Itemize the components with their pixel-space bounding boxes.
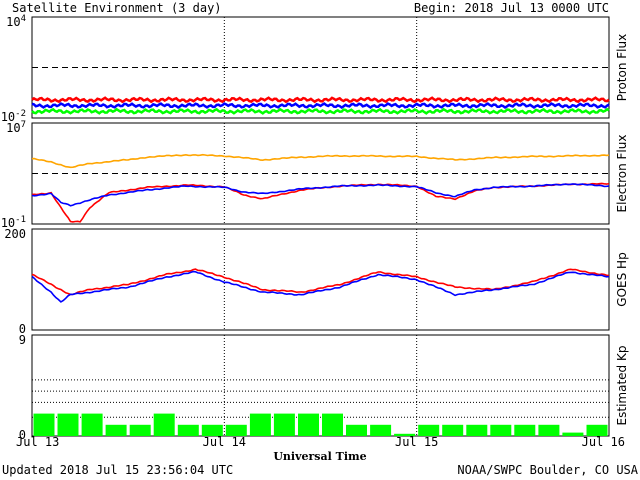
electron-series-2 xyxy=(31,183,610,207)
kp-bar-15 xyxy=(394,433,416,436)
goes-ytick-0: 200 xyxy=(4,227,26,241)
kp-bar-17 xyxy=(442,424,464,436)
kp-bar-18 xyxy=(466,424,488,436)
kp-bar-5 xyxy=(153,413,175,436)
x-axis-label: Universal Time xyxy=(273,450,366,463)
kp-ylabel: Estimated Kp xyxy=(615,346,629,426)
kp-bar-13 xyxy=(346,424,367,436)
kp-bar-1 xyxy=(57,413,79,436)
kp-bar-6 xyxy=(177,424,199,436)
updated-time: Updated 2018 Jul 15 23:56:04 UTC xyxy=(2,463,233,477)
x-tick-3: Jul 16 xyxy=(582,435,625,449)
proton-ytick-0: 104 xyxy=(6,14,26,29)
kp-bar-16 xyxy=(418,424,440,436)
kp-panel-frame xyxy=(31,334,610,437)
kp-bar-22 xyxy=(562,432,584,436)
goes-panel-frame xyxy=(31,228,610,331)
kp-bar-23 xyxy=(586,424,608,436)
credit: NOAA/SWPC Boulder, CO USA xyxy=(457,463,638,477)
kp-bar-20 xyxy=(514,424,536,436)
proton-series-0 xyxy=(31,96,610,104)
begin-time: Begin: 2018 Jul 13 0000 UTC xyxy=(414,1,609,15)
kp-bar-9 xyxy=(249,413,271,436)
kp-bar-4 xyxy=(129,424,151,436)
electron-series-1 xyxy=(31,182,610,223)
kp-ytick-0: 9 xyxy=(19,333,26,347)
kp-bar-7 xyxy=(201,424,223,436)
kp-bar-21 xyxy=(538,424,560,436)
x-tick-2: Jul 15 xyxy=(395,435,438,449)
kp-bar-10 xyxy=(273,413,295,436)
x-tick-0: Jul 13 xyxy=(16,435,59,449)
electron-series-0 xyxy=(31,153,610,169)
proton-series-1 xyxy=(31,102,610,110)
proton-ylabel: Proton Flux xyxy=(615,34,629,101)
kp-bar-11 xyxy=(298,413,319,436)
kp-bar-2 xyxy=(81,413,103,436)
chart-title: Satellite Environment (3 day) xyxy=(12,1,222,15)
kp-bar-8 xyxy=(225,424,247,436)
kp-bar-3 xyxy=(105,424,127,436)
electron-ytick-0: 107 xyxy=(6,120,26,135)
kp-bar-19 xyxy=(490,424,512,436)
goes-series-1 xyxy=(31,270,610,303)
kp-bar-0 xyxy=(33,413,55,436)
kp-ytick-1: 0 xyxy=(19,428,26,442)
kp-bar-14 xyxy=(370,424,392,436)
x-tick-1: Jul 14 xyxy=(203,435,246,449)
proton-series-2 xyxy=(31,107,610,115)
goes-ylabel: GOES Hp xyxy=(615,252,629,306)
electron-ylabel: Electron Flux xyxy=(615,135,629,213)
goes-ytick-1: 0 xyxy=(19,322,26,336)
kp-bar-12 xyxy=(322,413,343,436)
